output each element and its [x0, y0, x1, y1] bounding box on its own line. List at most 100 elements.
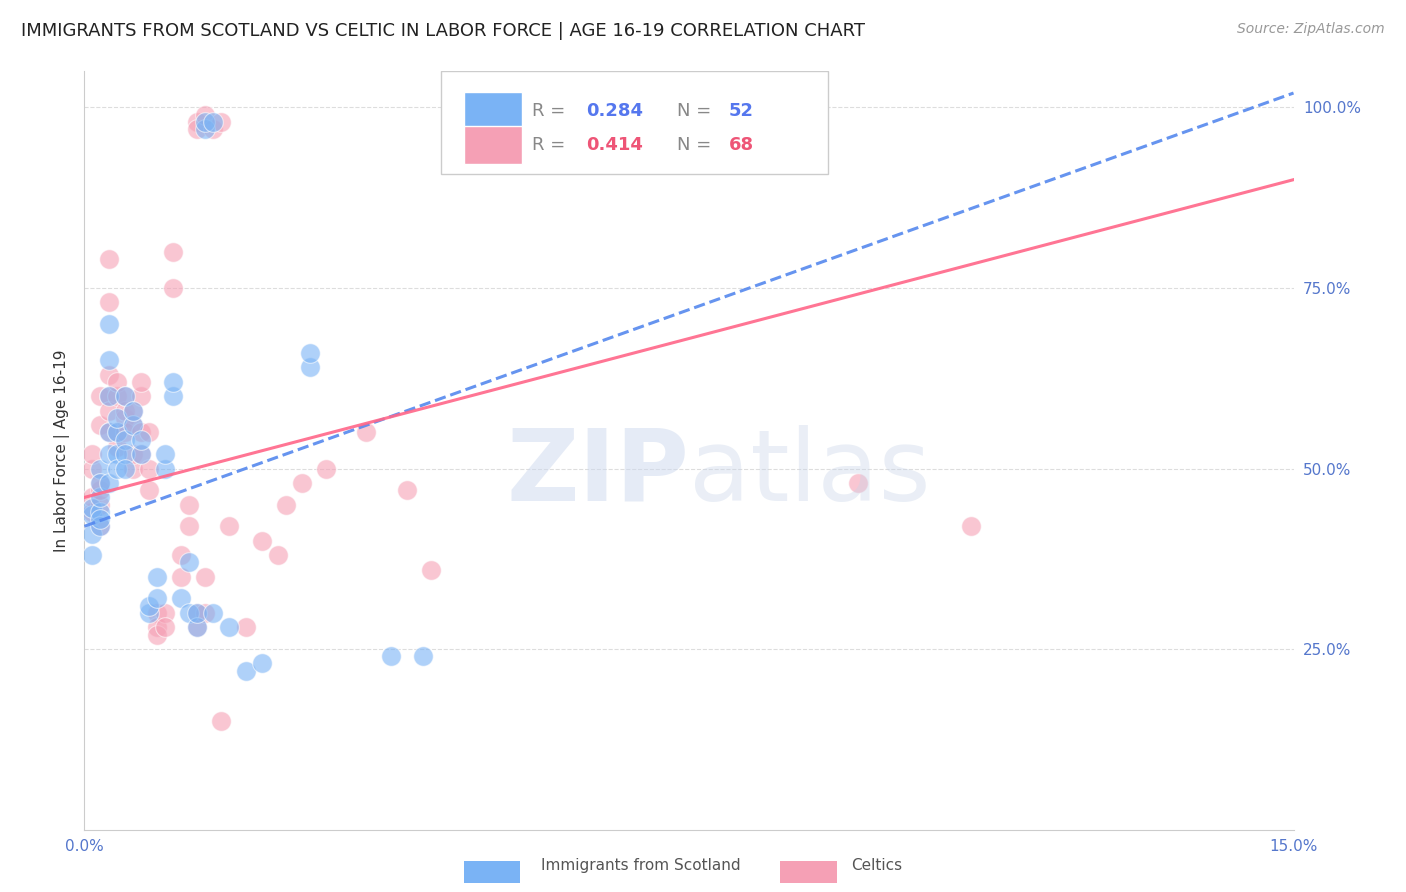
Y-axis label: In Labor Force | Age 16-19: In Labor Force | Age 16-19 — [55, 349, 70, 552]
Point — [209, 714, 232, 729]
Point — [274, 498, 297, 512]
Text: IMMIGRANTS FROM SCOTLAND VS CELTIC IN LABOR FORCE | AGE 16-19 CORRELATION CHART: IMMIGRANTS FROM SCOTLAND VS CELTIC IN LA… — [21, 22, 865, 40]
FancyBboxPatch shape — [441, 71, 828, 174]
Text: R =: R = — [531, 136, 571, 154]
Point — [114, 447, 136, 461]
Point — [960, 519, 983, 533]
Point — [179, 498, 201, 512]
Point — [114, 411, 136, 425]
Point — [97, 447, 120, 461]
Point — [235, 620, 257, 634]
Point — [138, 483, 160, 498]
Point — [89, 505, 111, 519]
Text: Immigrants from Scotland: Immigrants from Scotland — [541, 858, 741, 872]
Point — [82, 526, 104, 541]
Point — [82, 491, 104, 505]
Text: R =: R = — [531, 102, 571, 120]
Point — [97, 475, 120, 490]
Point — [186, 606, 208, 620]
Point — [114, 403, 136, 417]
Point — [412, 649, 434, 664]
Point — [114, 433, 136, 447]
Point — [299, 360, 322, 375]
Text: N =: N = — [676, 102, 717, 120]
Point — [146, 591, 169, 606]
Point — [114, 425, 136, 440]
Point — [97, 425, 120, 440]
Point — [194, 122, 217, 136]
Point — [235, 664, 257, 678]
Point — [202, 122, 225, 136]
Point — [250, 533, 273, 548]
Point — [846, 475, 869, 490]
Point — [267, 548, 290, 562]
Point — [250, 657, 273, 671]
Point — [162, 375, 184, 389]
Point — [105, 411, 128, 425]
Point — [146, 606, 169, 620]
Text: N =: N = — [676, 136, 717, 154]
Point — [153, 461, 176, 475]
Point — [89, 519, 111, 533]
Point — [129, 389, 152, 403]
Point — [82, 508, 104, 523]
Point — [194, 108, 217, 122]
Point — [170, 570, 193, 584]
Point — [97, 389, 120, 403]
Point — [105, 447, 128, 461]
Point — [356, 425, 378, 440]
Point — [89, 519, 111, 533]
Point — [105, 461, 128, 475]
Point — [105, 389, 128, 403]
Point — [121, 418, 143, 433]
Point — [186, 115, 208, 129]
Point — [129, 447, 152, 461]
Point — [89, 498, 111, 512]
Text: 52: 52 — [728, 102, 754, 120]
Point — [89, 475, 111, 490]
Point — [218, 519, 240, 533]
Point — [114, 389, 136, 403]
Point — [105, 425, 128, 440]
Point — [97, 403, 120, 417]
Point — [194, 570, 217, 584]
Point — [202, 115, 225, 129]
Point — [89, 418, 111, 433]
Text: 68: 68 — [728, 136, 754, 154]
Point — [186, 606, 208, 620]
Point — [129, 433, 152, 447]
Point — [179, 519, 201, 533]
Point — [146, 620, 169, 634]
Text: Source: ZipAtlas.com: Source: ZipAtlas.com — [1237, 22, 1385, 37]
Point — [82, 447, 104, 461]
Point — [162, 389, 184, 403]
Point — [82, 548, 104, 562]
Point — [97, 425, 120, 440]
Point — [105, 440, 128, 454]
Point — [97, 252, 120, 266]
Point — [162, 281, 184, 295]
Point — [138, 599, 160, 613]
Point — [179, 555, 201, 569]
Point — [105, 375, 128, 389]
Text: atlas: atlas — [689, 425, 931, 522]
Point — [179, 606, 201, 620]
Point — [291, 475, 314, 490]
Point — [121, 403, 143, 417]
Point — [194, 115, 217, 129]
Point — [209, 115, 232, 129]
Point — [105, 425, 128, 440]
FancyBboxPatch shape — [464, 126, 522, 164]
Point — [186, 122, 208, 136]
Point — [89, 512, 111, 526]
Point — [129, 425, 152, 440]
Point — [97, 317, 120, 331]
Point — [97, 295, 120, 310]
Point — [138, 461, 160, 475]
Point — [82, 461, 104, 475]
Point — [129, 447, 152, 461]
Point — [153, 606, 176, 620]
Point — [420, 563, 443, 577]
Point — [146, 570, 169, 584]
Point — [170, 548, 193, 562]
